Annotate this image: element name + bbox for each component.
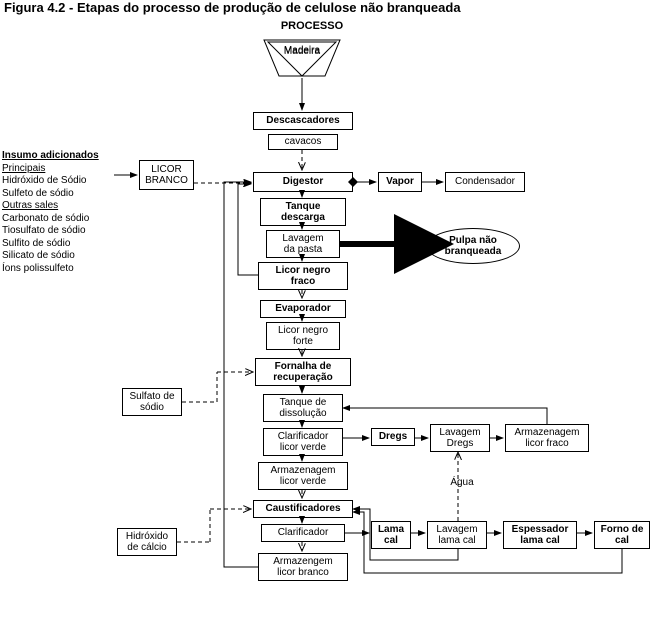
- hidroxido-box: Hidróxidode cálcio: [117, 528, 177, 556]
- insumos-principais-0: Hidróxido de Sódio: [2, 175, 117, 188]
- madeira-label: Madeira: [284, 45, 320, 56]
- insumos-outras-2: Sulfito de sódio: [2, 238, 117, 251]
- insumos-outras-1: Tiosulfato de sódio: [2, 225, 117, 238]
- armazenagem-verde-box: Armazenagemlicor verde: [258, 462, 348, 490]
- licor-branco-box: LICORBRANCO: [139, 160, 194, 190]
- pulpa-ellipse: Pulpa nãobranqueada: [426, 228, 520, 264]
- cavacos-box: cavacos: [268, 134, 338, 150]
- insumos-outras-4: Íons polissulfeto: [2, 263, 117, 276]
- insumos-block: Insumo adicionados Principais Hidróxido …: [2, 150, 117, 275]
- lavagem-pasta-box: Lavagemda pasta: [266, 230, 340, 258]
- licor-negro-fraco-box: Licor negrofraco: [258, 262, 348, 290]
- insumos-outras-label: Outras sales: [2, 200, 117, 213]
- lama-cal-box: Lamacal: [371, 521, 411, 549]
- lavagem-lama-box: Lavagemlama cal: [427, 521, 487, 549]
- tanque-dissolucao-box: Tanque dedissolução: [263, 394, 343, 422]
- insumos-title: Insumo adicionados: [2, 150, 117, 163]
- forno-cal-box: Forno decal: [594, 521, 650, 549]
- insumos-outras-3: Silicato de sódio: [2, 250, 117, 263]
- vapor-box: Vapor: [378, 172, 422, 192]
- descascadores-box: Descascadores: [253, 112, 353, 130]
- fornalha-box: Fornalha derecuperação: [255, 358, 351, 386]
- armazenagem-branco-box: Armazengemlicor branco: [258, 553, 348, 581]
- licor-negro-forte-box: Licor negroforte: [266, 322, 340, 350]
- header-processo: PROCESSO: [267, 20, 357, 32]
- insumos-outras-0: Carbonato de sódio: [2, 213, 117, 226]
- condensador-box: Condensador: [445, 172, 525, 192]
- digestor-box: Digestor: [253, 172, 353, 192]
- agua-label: Água: [442, 475, 482, 491]
- clarificador-verde-box: Clarificadorlicor verde: [263, 428, 343, 456]
- insumos-principais-label: Principais: [2, 163, 117, 176]
- caustificadores-box: Caustificadores: [253, 500, 353, 518]
- clarificador-box: Clarificador: [261, 524, 345, 542]
- madeira-triangle: Madeira: [262, 38, 342, 78]
- evaporador-box: Evaporador: [260, 300, 346, 318]
- insumos-principais-1: Sulfeto de sódio: [2, 188, 117, 201]
- figure-title: Figura 4.2 - Etapas do processo de produ…: [4, 0, 644, 15]
- armazenagem-fraco-box: Armazenagemlicor fraco: [505, 424, 589, 452]
- sulfato-box: Sulfato desódio: [122, 388, 182, 416]
- tanque-descarga-box: Tanquedescarga: [260, 198, 346, 226]
- lavagem-dregs-box: LavagemDregs: [430, 424, 490, 452]
- espessador-box: Espessadorlama cal: [503, 521, 577, 549]
- dregs-box: Dregs: [371, 428, 415, 446]
